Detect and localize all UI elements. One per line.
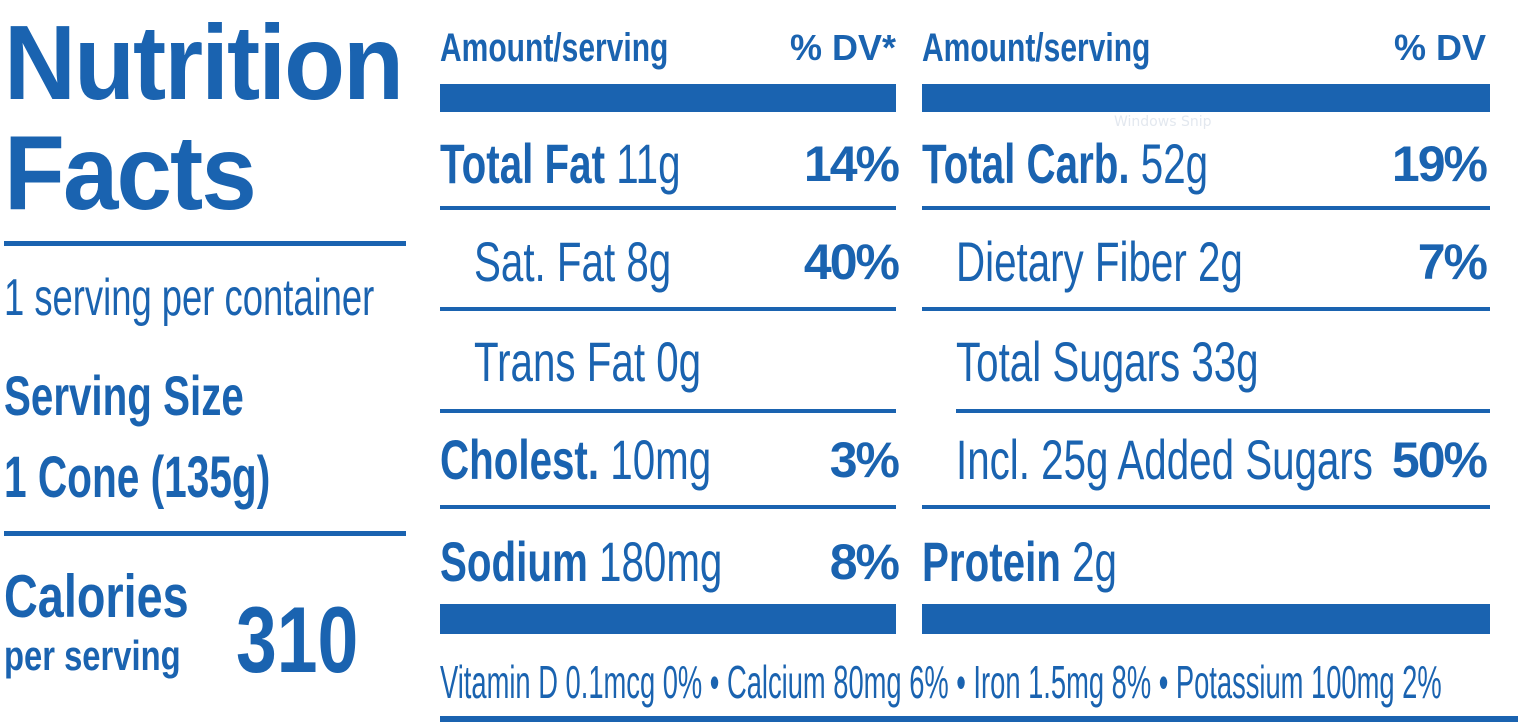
total-fat-dv: 14% [803, 136, 900, 192]
micronutrients-line: Vitamin D 0.1mcg 0% • Calcium 80mg 6% • … [440, 656, 1442, 708]
left-rule-3 [440, 409, 896, 413]
total-fat-amount: 11g [616, 132, 681, 195]
watermark: Windows Snip [1114, 114, 1212, 130]
cholest-label: Cholest. [440, 428, 600, 491]
total-carb-label: Total Carb. [922, 132, 1130, 195]
left-bottom-thick-rule [440, 604, 896, 634]
sat-fat-label: Sat. Fat 8g [474, 230, 672, 293]
added-sugars-label: Incl. 25g Added Sugars [956, 428, 1373, 491]
servings-per-container: 1 serving per container [4, 269, 375, 327]
dietary-fiber-dv: 7% [1417, 234, 1488, 290]
right-row-total-carb: Total Carb. 52g [922, 134, 1208, 194]
sat-fat-dv: 40% [803, 234, 900, 290]
total-carb-dv: 19% [1391, 136, 1488, 192]
right-bottom-thick-rule [922, 604, 1490, 634]
right-rule-2 [922, 307, 1490, 311]
calories-value: 310 [236, 587, 359, 692]
total-carb-amount: 52g [1140, 132, 1209, 195]
left-row-cholest: Cholest. 10mg [440, 430, 711, 490]
left-dv-header: % DV* [789, 27, 896, 68]
dietary-fiber-label: Dietary Fiber 2g [956, 230, 1243, 293]
serving-size-label: Serving Size [4, 364, 244, 427]
right-thick-rule [922, 84, 1490, 112]
cholest-amount: 10mg [610, 428, 712, 491]
left-rule-4 [440, 505, 896, 509]
left-row-total-fat: Total Fat 11g [440, 134, 680, 194]
protein-amount: 2g [1072, 530, 1117, 593]
trans-fat-label: Trans Fat 0g [474, 330, 702, 393]
title-facts: Facts [4, 114, 257, 232]
title-divider [4, 241, 406, 246]
right-amount-header: Amount/serving [922, 26, 1151, 70]
right-rule-1 [922, 206, 1490, 210]
sodium-amount: 180mg [599, 530, 723, 593]
added-sugars-dv: 50% [1391, 432, 1488, 488]
left-rule-2 [440, 307, 896, 311]
protein-label: Protein [922, 530, 1061, 593]
sodium-dv: 8% [829, 534, 900, 590]
calories-label: Calories [4, 563, 189, 630]
left-thick-rule [440, 84, 896, 112]
serving-divider [4, 531, 406, 536]
right-rule-4 [922, 505, 1490, 509]
sodium-label: Sodium [440, 530, 588, 593]
left-rule-1 [440, 206, 896, 210]
left-row-sodium: Sodium 180mg [440, 532, 722, 592]
right-dv-header: % DV [1393, 27, 1486, 68]
total-sugars-label: Total Sugars 33g [956, 330, 1259, 393]
cholest-dv: 3% [829, 432, 900, 488]
calories-sublabel: per serving [4, 632, 181, 679]
serving-size-value: 1 Cone (135g) [4, 445, 271, 510]
bottom-edge-rule [440, 716, 1518, 722]
right-rule-3 [956, 409, 1490, 413]
title-nutrition: Nutrition [4, 4, 404, 122]
left-amount-header: Amount/serving [440, 26, 669, 70]
total-fat-label: Total Fat [440, 132, 606, 195]
right-row-protein: Protein 2g [922, 532, 1117, 592]
